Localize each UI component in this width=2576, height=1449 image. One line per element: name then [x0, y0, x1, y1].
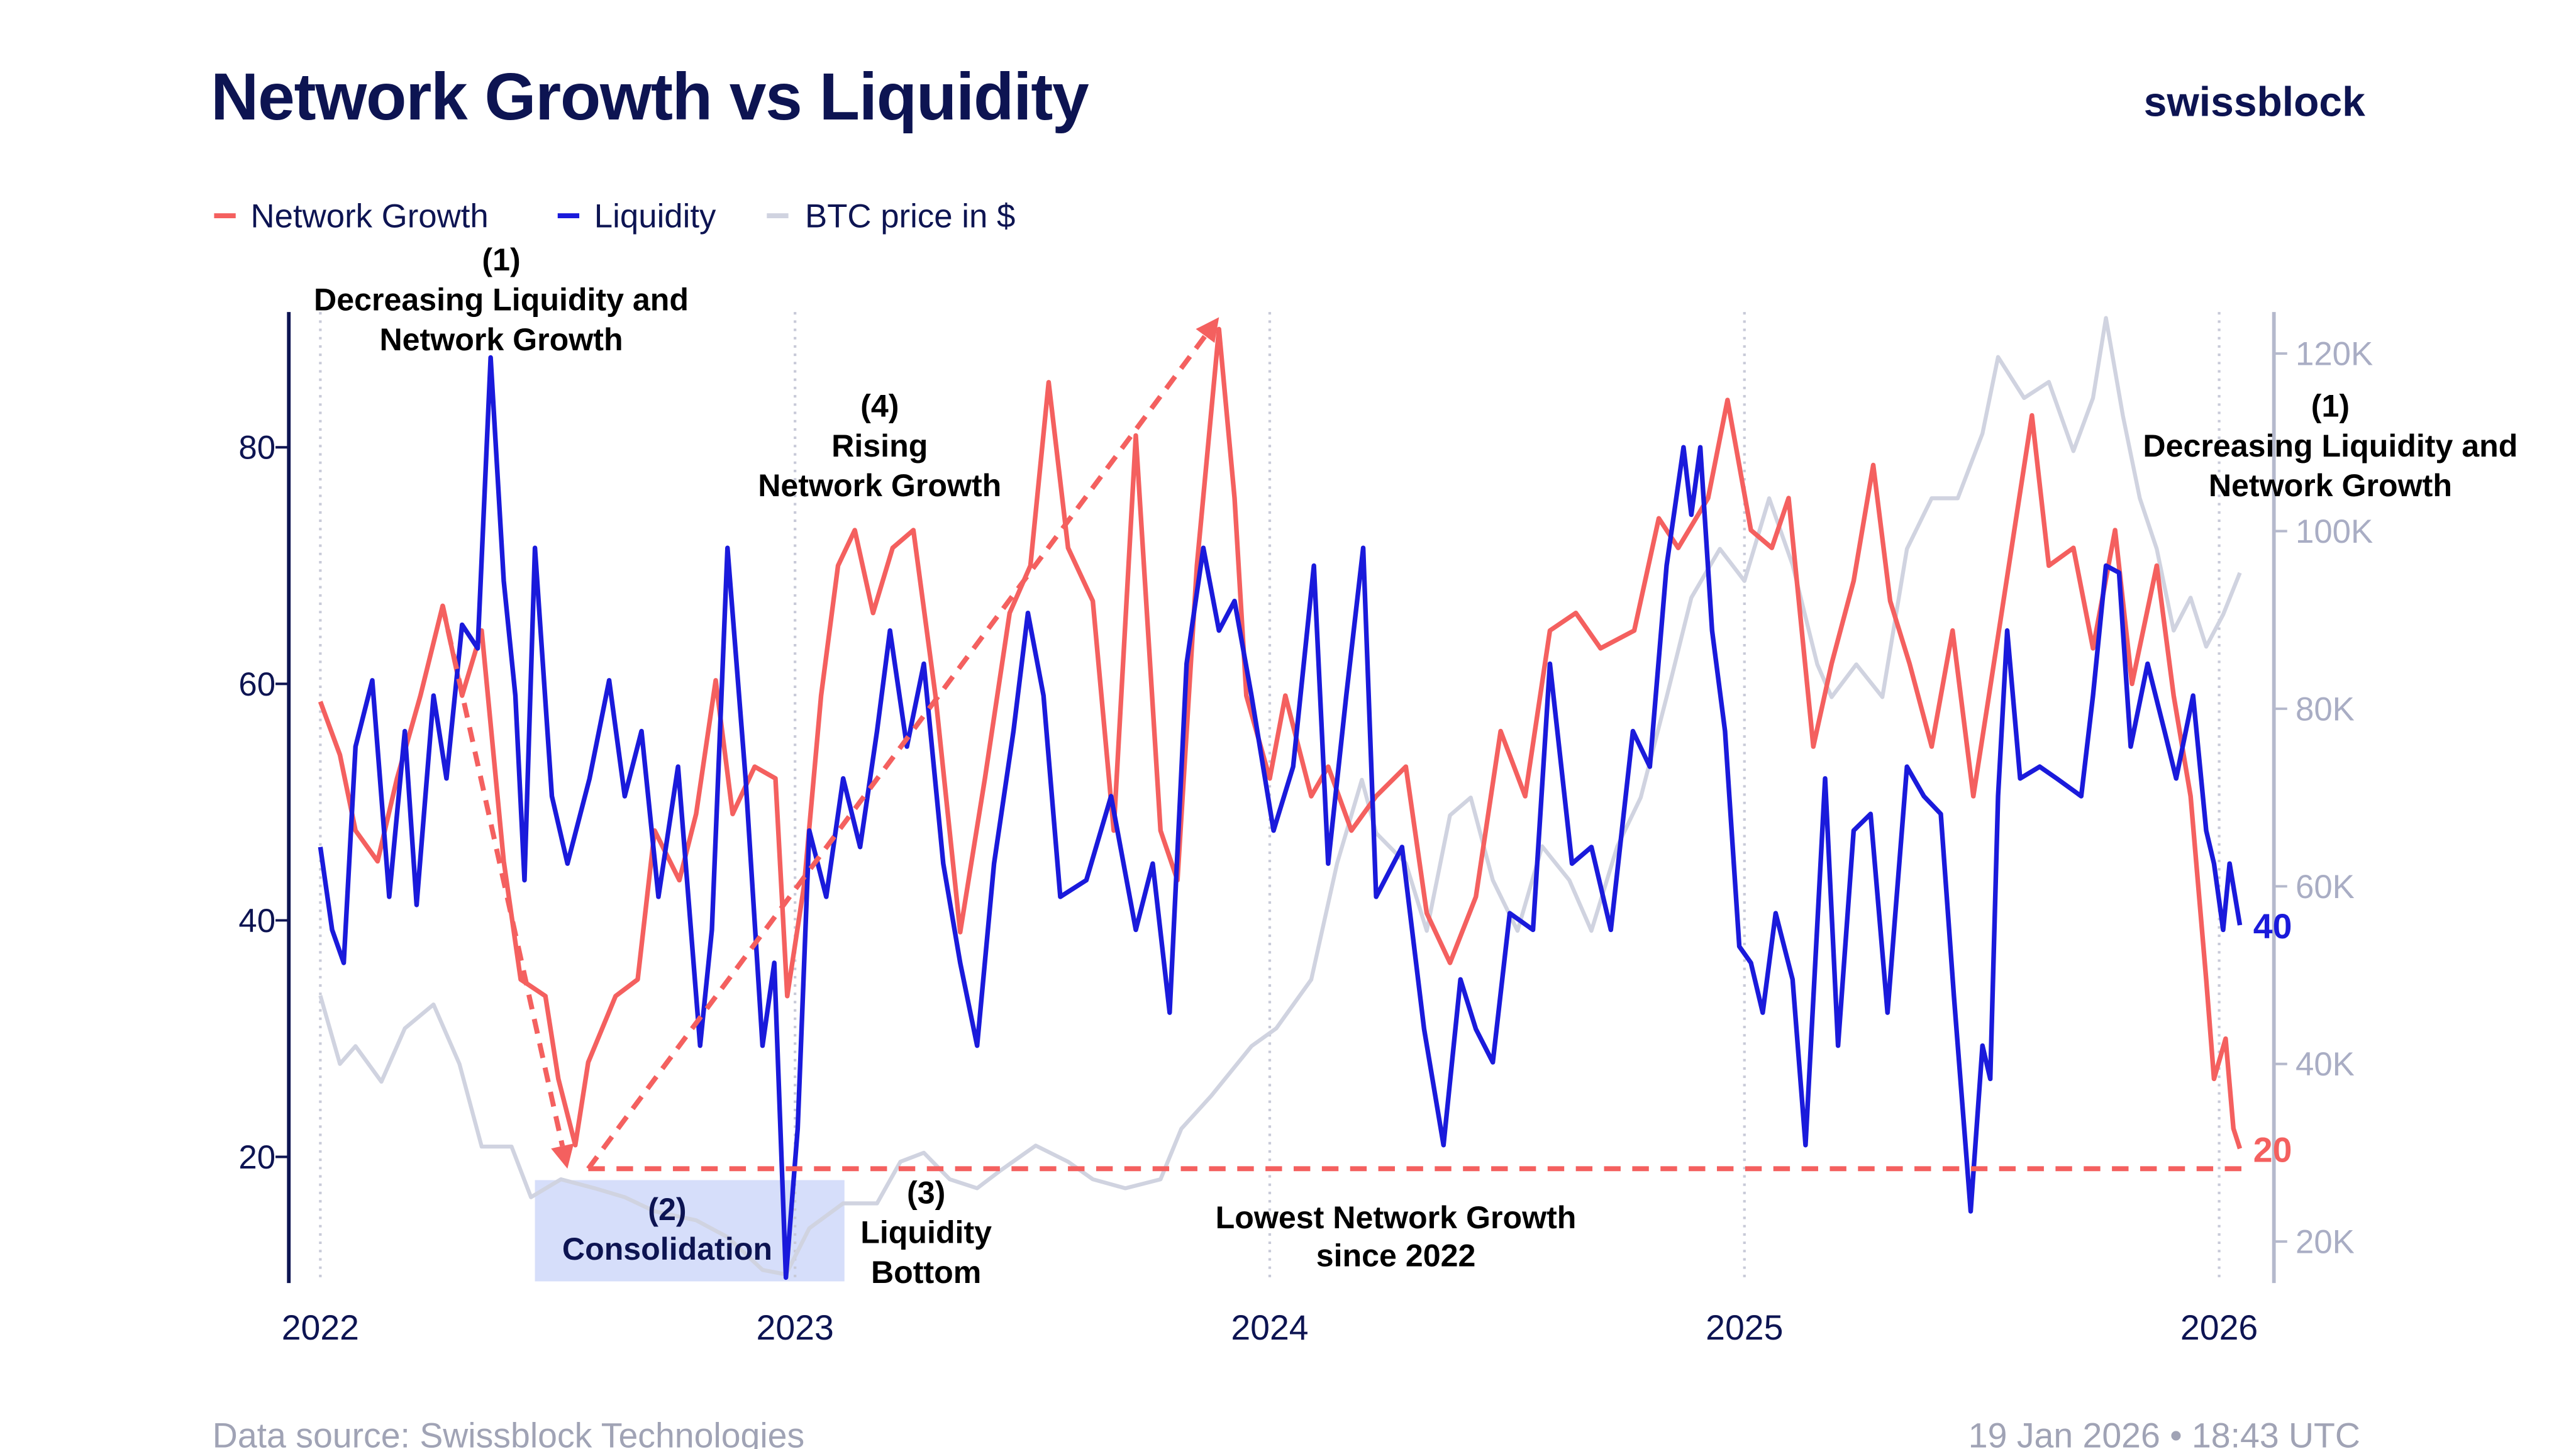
x-tick-label: 2023 — [757, 1308, 834, 1347]
arrow-decreasing-head — [551, 1143, 574, 1169]
data-source: Data source: Swissblock Technologies — [213, 1416, 804, 1449]
annotation-1-line2: Network Growth — [379, 322, 623, 357]
network-growth-line — [318, 326, 2243, 1150]
end-label-liquidity: 40 — [2253, 907, 2292, 946]
x-tick-label: 2022 — [282, 1308, 359, 1347]
left-tick-label: 80 — [238, 430, 275, 467]
legend: Network Growth Liquidity BTC price in $ — [214, 198, 1015, 235]
left-tick-label: 60 — [238, 666, 275, 703]
annotation-3-line2: Bottom — [871, 1255, 981, 1290]
annotations: (1) Decreasing Liquidity and Network Gro… — [314, 242, 2518, 1290]
annotation-1r-line2: Network Growth — [2209, 468, 2452, 503]
right-tick-label: 100K — [2296, 513, 2373, 550]
right-tick-label: 80K — [2296, 691, 2355, 728]
swissblock-logo: swissblock — [2144, 79, 2365, 125]
series-lines — [318, 316, 2243, 1280]
legend-btc-price: BTC price in $ — [805, 198, 1015, 235]
annotation-3-num: (3) — [907, 1175, 945, 1210]
annotation-lowest-line1: Lowest Network Growth — [1216, 1200, 1577, 1235]
timestamp: 19 Jan 2026 • 18:43 UTC — [1968, 1416, 2360, 1449]
arrow-decreasing — [440, 605, 565, 1147]
x-tick-label: 2024 — [1231, 1308, 1308, 1347]
right-tick-label: 40K — [2296, 1046, 2355, 1083]
annotation-2-num: (2) — [648, 1192, 686, 1227]
right-tick-label: 60K — [2296, 869, 2355, 906]
annotation-1r-line1: Decreasing Liquidity and — [2143, 428, 2518, 464]
end-label-network-growth: 20 — [2253, 1130, 2292, 1169]
x-tick-label: 2026 — [2180, 1308, 2258, 1347]
arrow-rising-head — [1196, 317, 1219, 343]
legend-liquidity: Liquidity — [594, 198, 716, 235]
annotation-2-line1: Consolidation — [562, 1231, 772, 1267]
annotation-arrows — [440, 317, 2251, 1172]
annotation-4-line2: Network Growth — [758, 468, 1001, 503]
right-tick-label: 120K — [2296, 336, 2373, 373]
legend-network-growth: Network Growth — [251, 198, 489, 235]
liquidity-line — [318, 355, 2243, 1280]
btc-price-line — [318, 316, 2242, 1277]
annotation-3-line1: Liquidity — [860, 1215, 992, 1250]
axes: 2022 2023 2024 2025 2026 20 40 60 80 20K 40K 60K 80K… — [238, 312, 2373, 1347]
left-tick-label: 40 — [238, 902, 275, 940]
left-tick-label: 20 — [238, 1139, 275, 1176]
annotation-lowest-line2: since 2022 — [1316, 1238, 1476, 1274]
annotation-4-line1: Rising — [831, 428, 928, 464]
right-tick-label: 20K — [2296, 1224, 2355, 1261]
annotation-1-num: (1) — [482, 242, 520, 277]
annotation-1-line1: Decreasing Liquidity and — [314, 282, 689, 318]
annotation-4-num: (4) — [860, 388, 899, 423]
annotation-1r-num: (1) — [2311, 388, 2350, 423]
page-title: Network Growth vs Liquidity — [211, 60, 1089, 134]
x-tick-label: 2025 — [1706, 1308, 1783, 1347]
